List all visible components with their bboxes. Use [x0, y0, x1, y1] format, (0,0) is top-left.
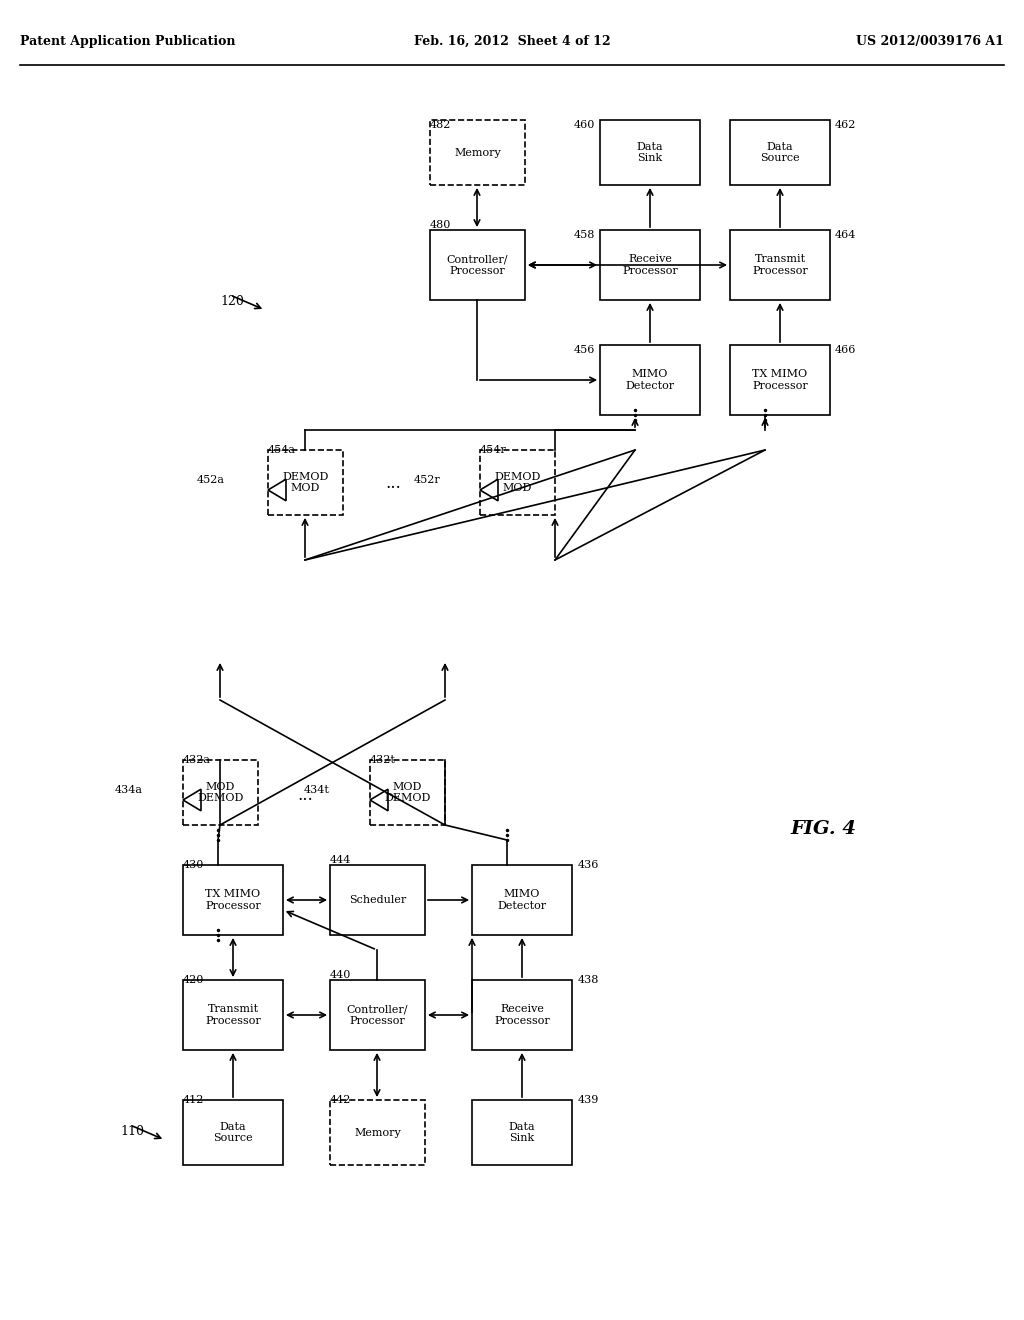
Text: Controller/
Processor: Controller/ Processor [347, 1005, 409, 1026]
Text: 442: 442 [330, 1096, 351, 1105]
Text: 454a: 454a [268, 445, 296, 455]
Text: Data
Source: Data Source [760, 141, 800, 164]
Text: 466: 466 [835, 345, 856, 355]
Text: 434t: 434t [304, 785, 330, 795]
Text: Receive
Processor: Receive Processor [623, 255, 678, 276]
Polygon shape [268, 479, 286, 500]
FancyBboxPatch shape [370, 760, 445, 825]
Text: Data
Sink: Data Sink [637, 141, 664, 164]
Text: 460: 460 [573, 120, 595, 129]
Text: 462: 462 [835, 120, 856, 129]
Polygon shape [480, 479, 498, 500]
FancyBboxPatch shape [183, 979, 283, 1049]
Text: 432t: 432t [370, 755, 396, 766]
Text: 120: 120 [220, 294, 244, 308]
Text: 434a: 434a [115, 785, 143, 795]
Text: Data
Source: Data Source [213, 1122, 253, 1143]
Text: Feb. 16, 2012  Sheet 4 of 12: Feb. 16, 2012 Sheet 4 of 12 [414, 36, 610, 48]
Text: 452r: 452r [414, 475, 440, 484]
Text: Controller/
Processor: Controller/ Processor [446, 255, 508, 276]
Text: 412: 412 [183, 1096, 205, 1105]
Text: Transmit
Processor: Transmit Processor [205, 1005, 261, 1026]
FancyBboxPatch shape [472, 979, 572, 1049]
Text: MOD
DEMOD: MOD DEMOD [384, 781, 431, 804]
FancyBboxPatch shape [330, 865, 425, 935]
Text: Scheduler: Scheduler [349, 895, 407, 906]
FancyBboxPatch shape [730, 345, 830, 414]
FancyBboxPatch shape [730, 120, 830, 185]
Polygon shape [183, 789, 201, 810]
Text: 420: 420 [183, 975, 205, 985]
Text: 464: 464 [835, 230, 856, 240]
Text: FIG. 4: FIG. 4 [790, 820, 856, 838]
Text: Patent Application Publication: Patent Application Publication [20, 36, 236, 48]
Text: MIMO
Detector: MIMO Detector [626, 370, 675, 391]
FancyBboxPatch shape [330, 1100, 425, 1166]
FancyBboxPatch shape [472, 865, 572, 935]
Text: 436: 436 [578, 861, 599, 870]
Text: 430: 430 [183, 861, 205, 870]
FancyBboxPatch shape [430, 230, 525, 300]
Text: DEMOD
MOD: DEMOD MOD [495, 471, 541, 494]
Text: Transmit
Processor: Transmit Processor [752, 255, 808, 276]
Text: DEMOD
MOD: DEMOD MOD [283, 471, 329, 494]
FancyBboxPatch shape [268, 450, 343, 515]
FancyBboxPatch shape [183, 760, 258, 825]
Text: TX MIMO
Processor: TX MIMO Processor [752, 370, 808, 391]
Text: 456: 456 [573, 345, 595, 355]
Text: 458: 458 [573, 230, 595, 240]
Text: Data
Sink: Data Sink [509, 1122, 536, 1143]
Text: Receive
Processor: Receive Processor [495, 1005, 550, 1026]
Text: 444: 444 [330, 855, 351, 865]
Text: MOD
DEMOD: MOD DEMOD [198, 781, 244, 804]
FancyBboxPatch shape [480, 450, 555, 515]
Text: 439: 439 [578, 1096, 599, 1105]
Text: US 2012/0039176 A1: US 2012/0039176 A1 [856, 36, 1004, 48]
Text: ...: ... [385, 474, 400, 491]
FancyBboxPatch shape [600, 120, 700, 185]
Text: TX MIMO
Processor: TX MIMO Processor [205, 890, 261, 911]
FancyBboxPatch shape [600, 230, 700, 300]
FancyBboxPatch shape [330, 979, 425, 1049]
Text: 454r: 454r [480, 445, 507, 455]
Text: MIMO
Detector: MIMO Detector [498, 890, 547, 911]
Text: 482: 482 [430, 120, 452, 129]
FancyBboxPatch shape [730, 230, 830, 300]
Text: 438: 438 [578, 975, 599, 985]
Text: Memory: Memory [454, 148, 501, 157]
FancyBboxPatch shape [183, 865, 283, 935]
FancyBboxPatch shape [600, 345, 700, 414]
Text: 480: 480 [430, 220, 452, 230]
Text: 110: 110 [120, 1125, 144, 1138]
FancyBboxPatch shape [430, 120, 525, 185]
FancyBboxPatch shape [472, 1100, 572, 1166]
Text: 440: 440 [330, 970, 351, 979]
Text: Memory: Memory [354, 1127, 400, 1138]
Text: ...: ... [297, 787, 313, 804]
Polygon shape [370, 789, 388, 810]
Text: 452a: 452a [197, 475, 225, 484]
Text: 432a: 432a [183, 755, 211, 766]
FancyBboxPatch shape [183, 1100, 283, 1166]
